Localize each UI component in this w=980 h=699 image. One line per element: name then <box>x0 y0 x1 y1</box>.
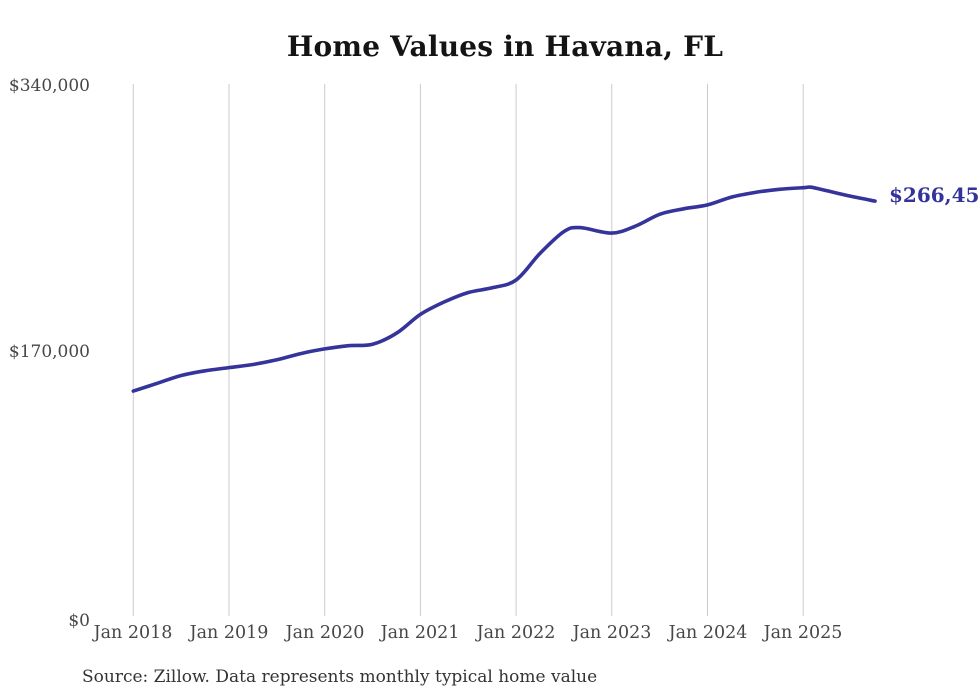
current-value-label: $266,458 <box>889 183 980 207</box>
x-tick-label: Jan 2018 <box>93 623 173 643</box>
x-tick-label: Jan 2025 <box>763 623 843 643</box>
source-note: Source: Zillow. Data represents monthly … <box>82 667 598 687</box>
chart-title: Home Values in Havana, FL <box>286 30 724 63</box>
x-tick-label: Jan 2019 <box>189 623 269 643</box>
y-tick-label: $170,000 <box>8 342 90 362</box>
y-tick-label: $340,000 <box>8 76 90 96</box>
y-tick-label: $0 <box>68 611 90 631</box>
x-tick-label: Jan 2021 <box>380 623 460 643</box>
x-tick-label: Jan 2020 <box>285 623 365 643</box>
x-tick-label: Jan 2022 <box>476 623 556 643</box>
year-gridlines <box>132 84 804 616</box>
home-value-line <box>131 185 877 393</box>
x-tick-label: Jan 2024 <box>668 623 748 643</box>
x-tick-label: Jan 2023 <box>572 623 652 643</box>
